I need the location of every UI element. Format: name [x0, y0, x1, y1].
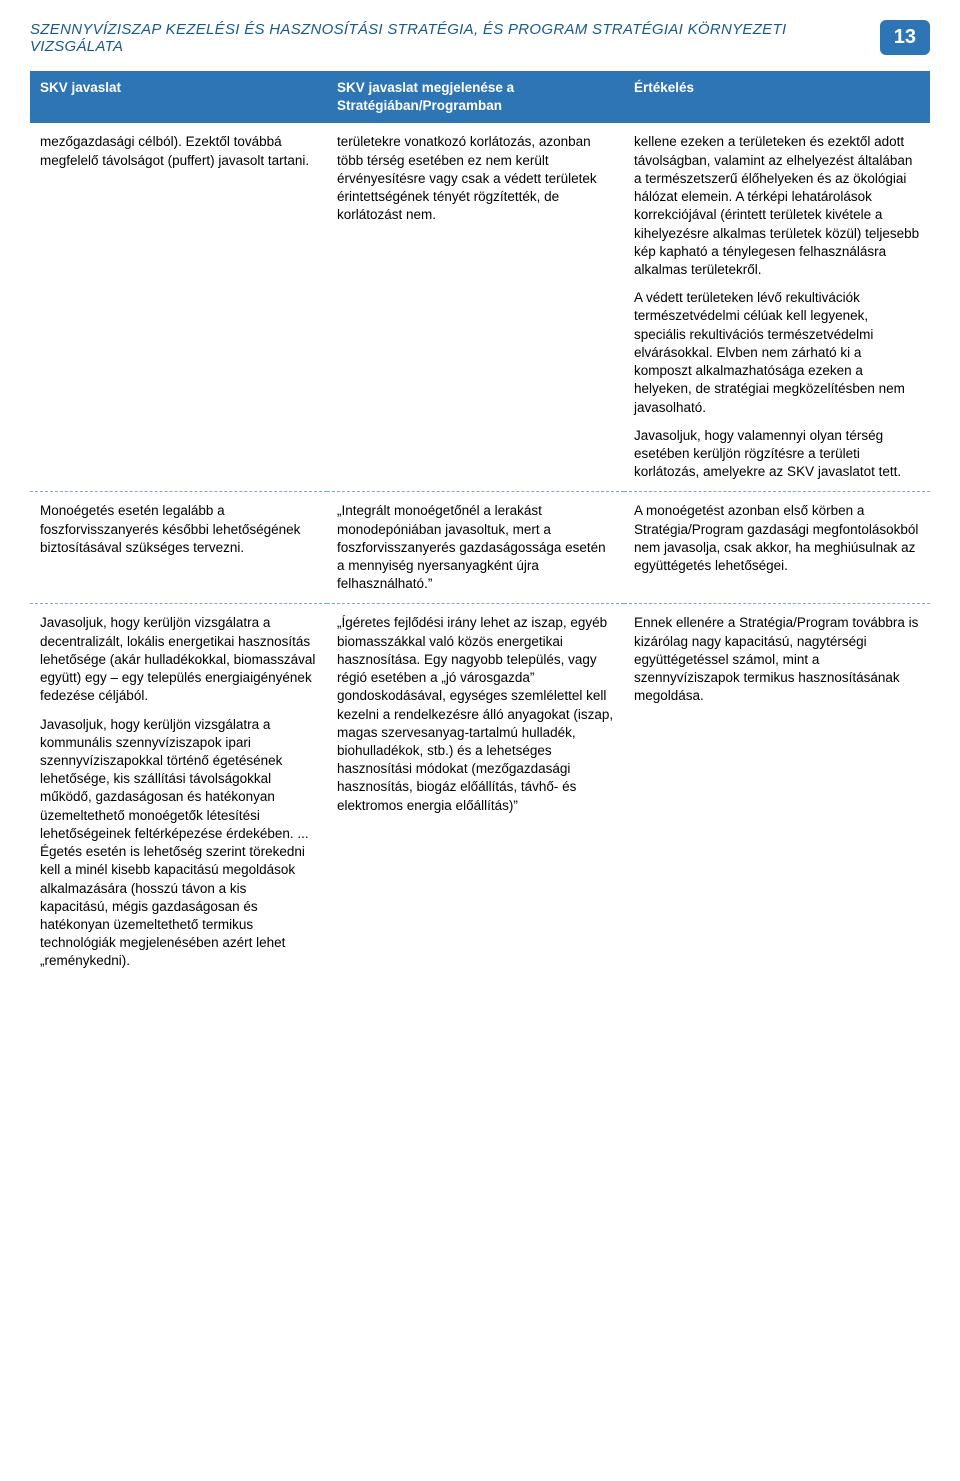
col-header-megjelenes: SKV javaslat megjelenése a Stratégiában/…	[327, 71, 624, 123]
table-cell: Monoégetés esetén legalább a foszforviss…	[30, 492, 327, 604]
table-cell: kellene ezeken a területeken és ezektől …	[624, 123, 930, 491]
cell-paragraph: Javasoljuk, hogy valamennyi olyan térség…	[634, 427, 920, 482]
table-header-row: SKV javaslat SKV javaslat megjelenése a …	[30, 71, 930, 123]
cell-paragraph: Ennek ellenére a Stratégia/Program továb…	[634, 614, 920, 705]
cell-paragraph: területekre vonatkozó korlátozás, azonba…	[337, 133, 614, 224]
page-number-badge: 13	[880, 20, 930, 55]
table-cell: „Integrált monoégetőnél a lerakást monod…	[327, 492, 624, 604]
skv-table: SKV javaslat SKV javaslat megjelenése a …	[30, 71, 930, 981]
table-row: Javasoljuk, hogy kerüljön vizsgálatra a …	[30, 604, 930, 981]
cell-paragraph: mezőgazdasági célból). Ezektől továbbá m…	[40, 133, 317, 169]
table-cell: „Ígéretes fejlődési irány lehet az iszap…	[327, 604, 624, 981]
table-cell: mezőgazdasági célból). Ezektől továbbá m…	[30, 123, 327, 491]
table-cell: A monoégetést azonban első körben a Stra…	[624, 492, 930, 604]
cell-paragraph: kellene ezeken a területeken és ezektől …	[634, 133, 920, 279]
table-cell: Ennek ellenére a Stratégia/Program továb…	[624, 604, 930, 981]
cell-paragraph: „Integrált monoégetőnél a lerakást monod…	[337, 502, 614, 593]
cell-paragraph: A védett területeken lévő rekultivációk …	[634, 289, 920, 417]
col-header-ertekeles: Értékelés	[624, 71, 930, 123]
page-title: SZENNYVÍZISZAP KEZELÉSI ÉS HASZNOSÍTÁSI …	[30, 21, 866, 55]
cell-paragraph: „Ígéretes fejlődési irány lehet az iszap…	[337, 614, 614, 814]
cell-paragraph: Monoégetés esetén legalább a foszforviss…	[40, 502, 317, 557]
cell-paragraph: A monoégetést azonban első körben a Stra…	[634, 502, 920, 575]
cell-paragraph: Javasoljuk, hogy kerüljön vizsgálatra a …	[40, 614, 317, 705]
table-row: Monoégetés esetén legalább a foszforviss…	[30, 492, 930, 604]
table-body: mezőgazdasági célból). Ezektől továbbá m…	[30, 123, 930, 980]
cell-paragraph: Javasoljuk, hogy kerüljön vizsgálatra a …	[40, 716, 317, 971]
table-cell: Javasoljuk, hogy kerüljön vizsgálatra a …	[30, 604, 327, 981]
table-cell: területekre vonatkozó korlátozás, azonba…	[327, 123, 624, 491]
table-row: mezőgazdasági célból). Ezektől továbbá m…	[30, 123, 930, 491]
col-header-skv-javaslat: SKV javaslat	[30, 71, 327, 123]
page-header: SZENNYVÍZISZAP KEZELÉSI ÉS HASZNOSÍTÁSI …	[30, 20, 930, 55]
